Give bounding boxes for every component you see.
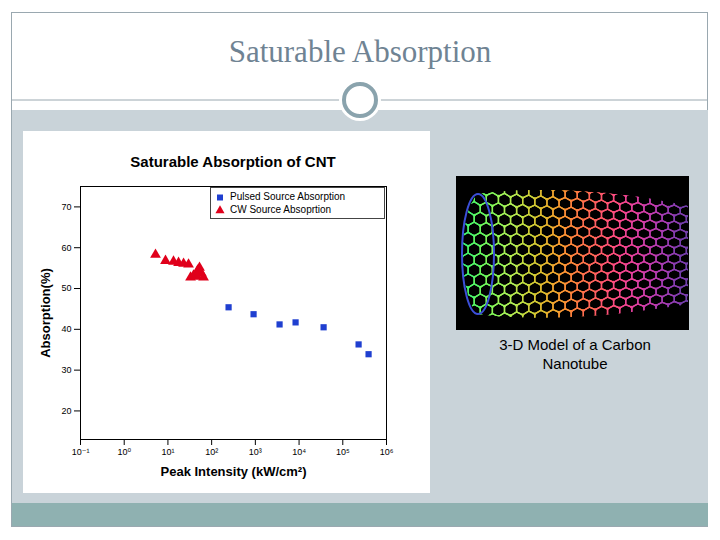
svg-text:10⁶: 10⁶ bbox=[380, 447, 394, 457]
svg-text:70: 70 bbox=[61, 202, 71, 212]
svg-text:40: 40 bbox=[61, 324, 71, 334]
svg-text:Absorption(%): Absorption(%) bbox=[38, 268, 53, 358]
svg-text:10⁰: 10⁰ bbox=[117, 447, 131, 457]
svg-text:Peak Intensity (kW/cm²): Peak Intensity (kW/cm²) bbox=[161, 464, 307, 479]
html-text:3-D Model of a Carbon Nanotube: 3-D Model of a Carbon Nanotube bbox=[499, 336, 651, 372]
svg-text:20: 20 bbox=[61, 406, 71, 416]
svg-text:50: 50 bbox=[61, 283, 71, 293]
svg-text:10¹: 10¹ bbox=[161, 447, 174, 457]
svg-text:10⁻¹: 10⁻¹ bbox=[72, 447, 90, 457]
html-text:CW Source Absoprtion: CW Source Absoprtion bbox=[230, 204, 332, 215]
svg-text:10⁵: 10⁵ bbox=[336, 447, 350, 457]
html-text:Saturable Absorption of CNT: Saturable Absorption of CNT bbox=[130, 153, 336, 170]
svg-text:10⁴: 10⁴ bbox=[292, 447, 306, 457]
svg-text:60: 60 bbox=[61, 243, 71, 253]
html-text:Saturable Absorption: Saturable Absorption bbox=[228, 34, 492, 69]
svg-text:10³: 10³ bbox=[249, 447, 262, 457]
svg-text:10²: 10² bbox=[205, 447, 218, 457]
html-text:Pulsed Source Absorption: Pulsed Source Absorption bbox=[230, 191, 346, 202]
svg-text:30: 30 bbox=[61, 365, 71, 375]
